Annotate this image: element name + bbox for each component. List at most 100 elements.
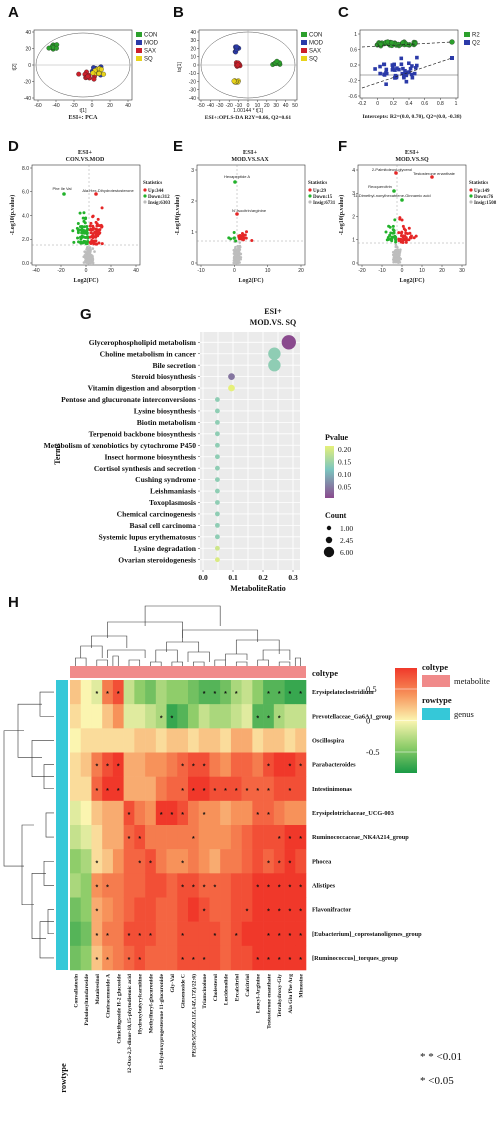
perm-q2-point (373, 67, 377, 71)
heatmap-star: * (278, 860, 281, 867)
heatmap-cell (241, 825, 253, 850)
perm-q2-point (402, 75, 406, 80)
enrichment-dot (215, 511, 220, 517)
volcano-e-annotations: Hexapeptide A N'-Isocitrin/arginine (224, 174, 267, 216)
volcano-up-point (250, 238, 254, 242)
volcano-f-ytick-label: 1 (352, 238, 355, 244)
volcano-down-point (232, 236, 236, 240)
perm-q2-point (391, 65, 395, 69)
heatmap-cell (91, 897, 103, 922)
heatmap-star: * (224, 788, 227, 795)
heatmap-cell (80, 800, 92, 826)
heatmap-star: * (181, 764, 184, 771)
volcano-d-ytick-label: 4.0 (22, 213, 29, 219)
heatmap-column-label: Triamcinolone (202, 973, 208, 1008)
volcano-annotated-point (430, 175, 434, 179)
volcano-e-xtick-label: -10 (197, 268, 204, 274)
heatmap-cell (188, 800, 200, 826)
heatmap-cell (155, 897, 167, 922)
heatmap-cell (230, 921, 242, 947)
heatmap-star: * (213, 691, 216, 698)
heatmap-star: * (95, 957, 98, 964)
heatmap-star: * (106, 764, 109, 771)
enrichment-dots (215, 335, 296, 563)
coltype-legend-value: metabolite (454, 676, 490, 686)
heatmap-cell (241, 849, 253, 874)
volcano-stats-label: Up:29 (313, 189, 327, 194)
heatmap-row-label: Parabacteroides (312, 762, 356, 769)
heatmap-star: * (256, 884, 259, 891)
heatmap-cell (166, 897, 178, 922)
heatmap-column-label: 11-Hydroxyprogesterone 11-glucuronide (159, 973, 165, 1070)
row-dendrogram-branch (45, 812, 54, 838)
heatmap-cell (241, 897, 253, 922)
heatmap-star: * (267, 764, 270, 771)
volcano-up-point (100, 206, 104, 210)
heatmap-cell (198, 776, 210, 802)
heatmap-cell (166, 752, 178, 777)
volcano-f-ytick-label: 4 (352, 168, 355, 174)
perm-r2-point (378, 41, 384, 47)
volcano-up-point (409, 236, 413, 240)
coltype-side-label: coltype (312, 668, 338, 678)
heatmap-cell (263, 752, 275, 777)
column-dendrogram-branch (182, 629, 259, 642)
volcano-insig-point (86, 258, 90, 262)
heatmap-cell (145, 873, 157, 898)
heatmap-cell (252, 849, 264, 874)
heatmap-star: * (192, 764, 195, 771)
opls-ytick-label: -40 (189, 96, 196, 102)
heatmap-cell (177, 776, 189, 802)
volcano-e-ytick-label: 2 (191, 199, 194, 205)
heatmap-cell (220, 776, 232, 802)
perm-q2-point (450, 56, 454, 60)
rowtype-legend-value: genus (454, 709, 474, 719)
volcano-d-xtick-label: -40 (32, 268, 39, 274)
heatmap-star: * (181, 933, 184, 940)
heatmap-cell (295, 849, 307, 874)
heatmap-star: * (95, 860, 98, 867)
heatmap-star: * (95, 788, 98, 795)
coltype-legend-title: coltype (422, 662, 448, 672)
opls-ytick-label: 30 (190, 38, 196, 44)
volcano-down-point (390, 237, 394, 241)
heatmap-cell (145, 728, 157, 753)
heatmap-cell (209, 752, 221, 777)
volcano-insig-point (394, 257, 398, 260)
heatmap-cell (70, 728, 82, 753)
enrichment-dot (215, 488, 220, 494)
perm-q2-point (406, 70, 410, 75)
heatmap-cell (145, 825, 157, 850)
heatmap-cell (134, 728, 146, 753)
heatmap-cell (252, 752, 264, 777)
heatmap-cell (123, 728, 135, 753)
opls-xtick-label: -40 (207, 103, 214, 109)
pca-legend-label: SQ (144, 57, 153, 63)
heatmap-cell (252, 728, 264, 753)
heatmap-cell (102, 849, 114, 874)
volcano-annotated-point (394, 171, 398, 175)
heatmap-star: * (278, 836, 281, 843)
heatmap-cell (102, 945, 114, 971)
heatmap-star: * (289, 764, 292, 771)
row-dendrogram (3, 691, 54, 959)
pca-ytick-label: 20 (25, 46, 31, 52)
pca-ytick-label: 40 (25, 30, 31, 36)
volcano-annotated-point (94, 192, 98, 196)
heatmap-cell (273, 704, 285, 729)
volcano-insig-point (91, 247, 95, 250)
volcano-e-xtick-label: 10 (265, 268, 271, 274)
heatmap-star: * (213, 933, 216, 940)
volcano-up-point (91, 234, 95, 238)
heatmap-star: * (289, 909, 292, 916)
volcano-annotated-point (233, 180, 237, 184)
pca-point (91, 76, 97, 82)
enrichment-subtitle: MOD.VS. SQ (250, 318, 296, 327)
enrichment-term-label: Biotin metabolism (137, 418, 197, 427)
heatmap-column-label: Cimicifugoside H-2 glucoside (116, 973, 122, 1043)
rowtype-annotation-bar (56, 680, 68, 970)
heatmap-cell (209, 800, 221, 826)
pca-legend-swatch (136, 48, 142, 53)
heatmap-star: * (160, 812, 163, 819)
